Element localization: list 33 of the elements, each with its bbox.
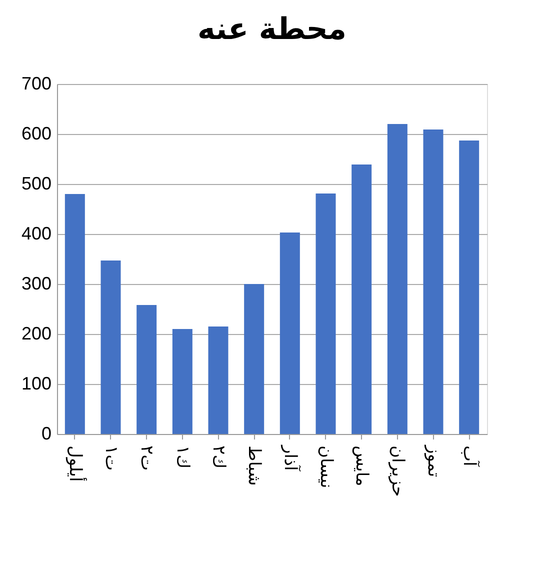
bar <box>100 260 121 434</box>
bar <box>280 232 300 434</box>
x-tick-label: آب <box>459 446 480 468</box>
bar <box>172 329 192 434</box>
y-tick-label: 400 <box>21 224 52 244</box>
x-tick-label: ت٢ <box>136 446 157 471</box>
x-tick-label: مايس <box>352 446 372 486</box>
bar <box>208 326 228 434</box>
y-tick-label: 600 <box>21 124 52 144</box>
bar <box>352 164 372 434</box>
chart-title: محطة عنه <box>198 12 346 47</box>
x-tick-label: شباط <box>244 446 264 486</box>
bar <box>64 194 85 434</box>
y-tick-label: 500 <box>21 174 52 194</box>
x-tick-label: حزيران <box>387 446 408 497</box>
y-tick-label: 0 <box>41 424 52 444</box>
bar <box>387 124 408 434</box>
bar <box>459 140 480 434</box>
x-tick-label: ك٢ <box>208 446 228 469</box>
x-tick-label: ت١ <box>100 446 121 471</box>
x-tick-label: أيلول <box>64 446 87 482</box>
x-tick-label: آذار <box>280 444 301 472</box>
y-tick-label: 200 <box>21 324 52 344</box>
x-tick-label: ك١ <box>172 446 192 469</box>
x-tick-label: تموز <box>423 444 444 478</box>
y-tick-label: 700 <box>21 74 52 94</box>
bar <box>423 130 444 434</box>
bar <box>244 284 264 434</box>
y-tick-label: 100 <box>21 374 52 394</box>
bar <box>316 194 336 434</box>
bar <box>136 305 157 434</box>
x-tick-label: نيسان <box>316 446 336 488</box>
y-tick-label: 300 <box>21 274 52 294</box>
